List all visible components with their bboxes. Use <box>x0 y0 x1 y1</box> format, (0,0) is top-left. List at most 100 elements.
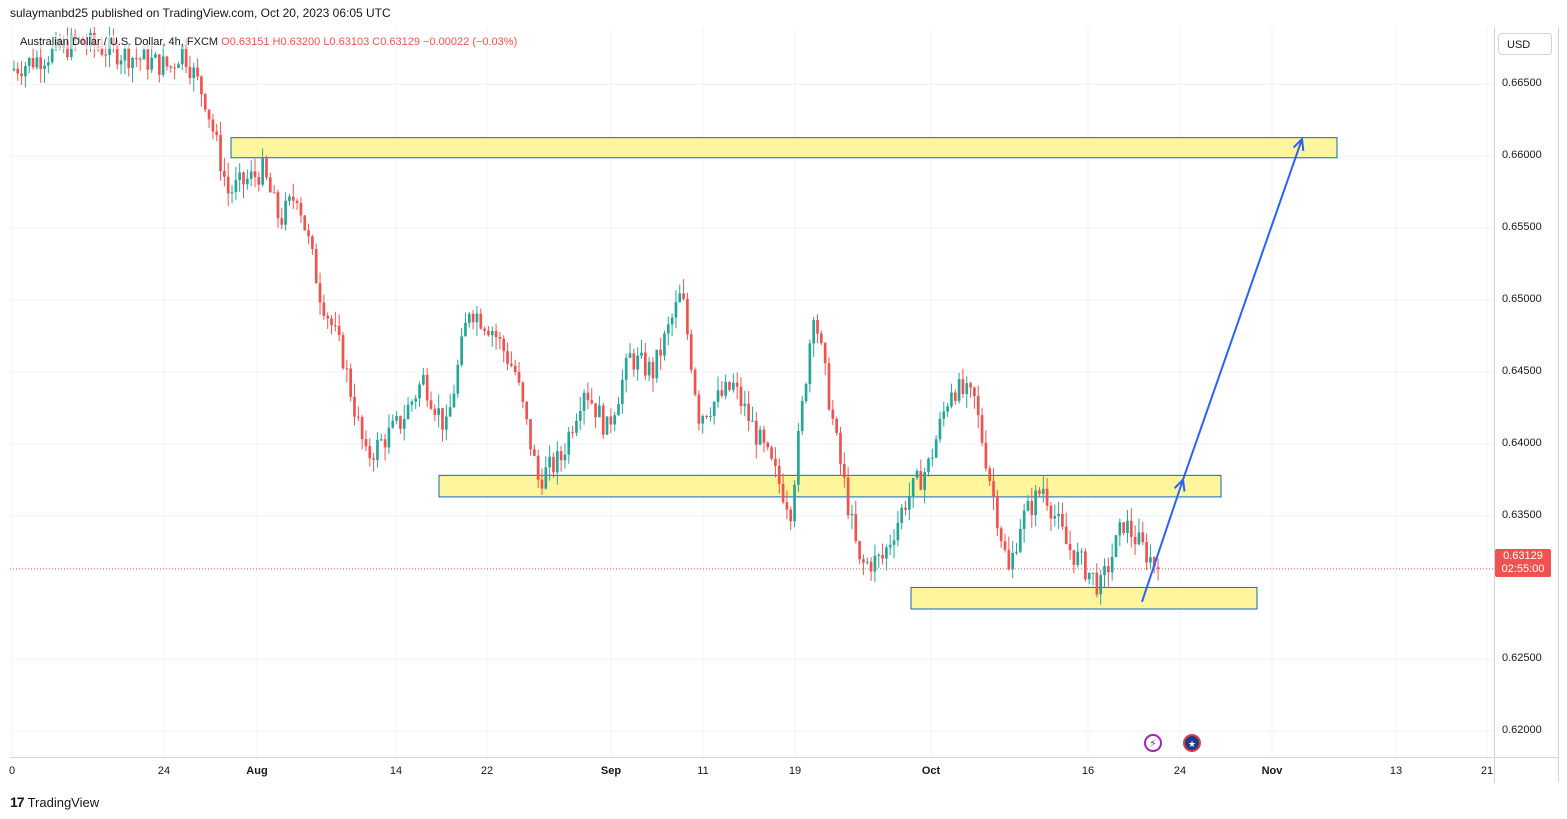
candle <box>651 357 655 392</box>
arrow-head <box>1292 136 1305 152</box>
candle <box>885 544 888 571</box>
time-tick-label: 13 <box>1389 765 1403 777</box>
candle <box>1087 572 1091 585</box>
time-tick-label: Nov <box>1261 765 1283 777</box>
price-zone <box>230 137 1338 159</box>
candle <box>487 326 490 337</box>
candle <box>1041 476 1045 503</box>
candle <box>751 406 754 422</box>
candle <box>1149 544 1152 570</box>
candle <box>1122 522 1125 536</box>
candle <box>1080 548 1083 565</box>
candle <box>525 400 529 425</box>
candle <box>774 447 777 478</box>
candle <box>1103 558 1106 588</box>
ohlc-high: H0.63200 <box>272 36 321 48</box>
footer: 17 TradingView <box>10 793 99 811</box>
candle <box>827 357 831 412</box>
candle <box>253 158 257 188</box>
candle <box>927 457 930 477</box>
candle <box>1064 512 1068 545</box>
candle <box>950 383 953 409</box>
candle <box>934 435 938 459</box>
candle <box>1129 508 1133 548</box>
candle <box>942 401 946 427</box>
candle <box>594 403 597 429</box>
candle <box>506 342 509 371</box>
candle <box>475 305 479 336</box>
candle <box>996 490 999 537</box>
candlestick-chart[interactable] <box>10 27 1494 757</box>
candle <box>12 60 16 72</box>
candle <box>35 50 39 70</box>
scale-corner <box>1494 757 1559 783</box>
candle <box>471 310 475 330</box>
candle <box>892 529 896 559</box>
time-scale[interactable]: 0 24 Aug 14 22 Sep 11 19 Oct 16 24 Nov 13 21 <box>9 757 1494 783</box>
candle <box>548 445 551 481</box>
candle <box>640 339 643 359</box>
candle <box>444 404 448 441</box>
candle <box>1007 536 1011 571</box>
candle <box>777 458 781 494</box>
price-tick-label: 0.64500 <box>1502 364 1542 377</box>
candle <box>360 415 364 450</box>
candle <box>379 433 383 442</box>
candle <box>835 416 838 436</box>
price-tick-label: 0.65500 <box>1502 221 1542 234</box>
candle <box>299 197 303 223</box>
time-tick-label: 21 <box>1480 765 1494 777</box>
candle <box>800 395 804 436</box>
candle <box>452 384 456 409</box>
candle <box>617 396 620 416</box>
currency-button[interactable]: USD <box>1498 33 1552 55</box>
price-scale[interactable] <box>1494 27 1559 757</box>
candle <box>433 404 437 422</box>
tradingview-brand[interactable]: TradingView <box>27 794 100 810</box>
candle <box>1038 487 1041 498</box>
candle <box>888 534 892 556</box>
candle <box>376 432 379 468</box>
candle <box>1114 534 1118 558</box>
candle <box>226 162 230 207</box>
candle <box>728 381 731 392</box>
candle <box>571 425 574 439</box>
candle <box>567 426 571 464</box>
tradingview-logo-icon[interactable]: 17 <box>10 794 25 810</box>
candle <box>820 330 823 346</box>
candle <box>873 544 877 583</box>
lightning-icon[interactable]: ⚡ <box>1144 734 1162 752</box>
candle <box>1095 563 1099 598</box>
symbol-title: Australian Dollar / U.S. Dollar, 4h, FXC… <box>20 36 219 48</box>
chart-area[interactable] <box>10 27 1494 757</box>
candle <box>655 349 659 383</box>
candle <box>391 414 395 429</box>
candle <box>448 394 452 417</box>
candle <box>395 411 398 425</box>
candle <box>865 557 869 565</box>
time-tick-label: Sep <box>600 765 622 777</box>
candle <box>456 359 460 398</box>
candle <box>605 416 609 435</box>
candle <box>513 359 517 376</box>
candle <box>337 314 341 342</box>
candle <box>1068 530 1072 560</box>
candle <box>552 452 555 478</box>
ohlc-close: C0.63129 <box>372 36 420 48</box>
candle <box>372 452 375 472</box>
ohlc-change: −0.00022 (−0.03%) <box>423 36 518 48</box>
candle <box>364 430 368 451</box>
candle <box>1015 542 1018 555</box>
candle <box>735 372 739 400</box>
candle <box>946 402 949 417</box>
candle <box>969 381 972 398</box>
candle <box>47 56 50 74</box>
candle <box>976 385 980 429</box>
candle <box>697 390 701 431</box>
candle <box>1091 572 1095 586</box>
candle <box>234 166 238 200</box>
candle <box>307 223 310 245</box>
candle <box>712 400 716 425</box>
australia-flag-icon[interactable]: ★ <box>1183 734 1201 752</box>
candle <box>709 407 712 422</box>
